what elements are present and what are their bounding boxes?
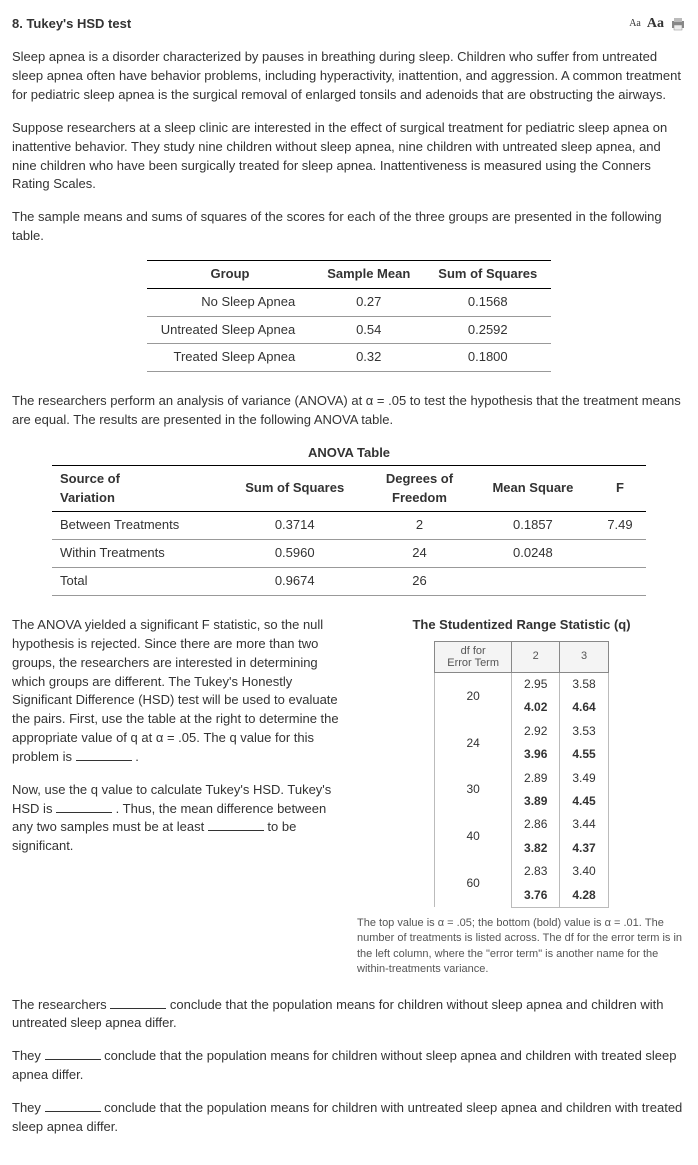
conclusion-2: They conclude that the population means … xyxy=(12,1047,686,1085)
t1-r2-g: Treated Sleep Apnea xyxy=(147,344,313,372)
av-r0-ms: 0.1857 xyxy=(472,512,594,540)
table-row: Between Treatments 0.3714 2 0.1857 7.49 xyxy=(52,512,646,540)
blank-min-diff[interactable] xyxy=(208,819,264,831)
anova-table: Source ofVariation Sum of Squares Degree… xyxy=(52,465,646,596)
conclusion-3: They conclude that the population means … xyxy=(12,1099,686,1137)
anova-head-f: F xyxy=(594,465,646,512)
table-row: Untreated Sleep Apnea 0.54 0.2592 xyxy=(147,316,552,344)
q-head-2: 2 xyxy=(512,641,560,672)
t1-r1-g: Untreated Sleep Apnea xyxy=(147,316,313,344)
font-size-large-button[interactable]: Aa xyxy=(647,14,664,34)
table-row: Treated Sleep Apnea 0.32 0.1800 xyxy=(147,344,552,372)
anova-title: ANOVA Table xyxy=(12,444,686,463)
right-column: The Studentized Range Statistic (q) df f… xyxy=(357,616,686,978)
font-size-small-button[interactable]: Aa xyxy=(629,17,641,32)
t1-r1-m: 0.54 xyxy=(313,316,424,344)
anova-table-wrap: Source ofVariation Sum of Squares Degree… xyxy=(52,465,646,596)
av-r0-ss: 0.3714 xyxy=(222,512,367,540)
t1-r0-ss: 0.1568 xyxy=(424,288,551,316)
table-row: 30 2.89 3.49 xyxy=(435,767,608,790)
blank-conclusion-2[interactable] xyxy=(45,1048,101,1060)
av-r2-ss: 0.9674 xyxy=(222,568,367,596)
table-row: 20 2.95 3.58 xyxy=(435,673,608,697)
group-table: Group Sample Mean Sum of Squares No Slee… xyxy=(147,260,552,372)
font-controls: Aa Aa xyxy=(629,14,686,34)
two-column-region: The ANOVA yielded a significant F statis… xyxy=(12,616,686,978)
anova-head-ms: Mean Square xyxy=(472,465,594,512)
page-title: 8. Tukey's HSD test xyxy=(12,15,629,34)
t1-head-group: Group xyxy=(147,260,313,288)
anova-head-src: Source ofVariation xyxy=(52,465,222,512)
t1-r2-m: 0.32 xyxy=(313,344,424,372)
table-row: Within Treatments 0.5960 24 0.0248 xyxy=(52,540,646,568)
av-r1-ms: 0.0248 xyxy=(472,540,594,568)
table-row: 40 2.86 3.44 xyxy=(435,813,608,836)
intro-paragraph-2: Suppose researchers at a sleep clinic ar… xyxy=(12,119,686,194)
q-table: df forError Term 2 3 20 2.95 3.58 4.02 4… xyxy=(434,641,608,908)
blank-conclusion-3[interactable] xyxy=(45,1100,101,1112)
q-table-title: The Studentized Range Statistic (q) xyxy=(357,616,686,635)
left-paragraph-1: The ANOVA yielded a significant F statis… xyxy=(12,616,341,767)
blank-conclusion-1[interactable] xyxy=(110,996,166,1008)
blank-q-value[interactable] xyxy=(76,749,132,761)
av-r0-df: 2 xyxy=(367,512,472,540)
q-head-3: 3 xyxy=(560,641,608,672)
table-row: Total 0.9674 26 xyxy=(52,568,646,596)
intro-paragraph-1: Sleep apnea is a disorder characterized … xyxy=(12,48,686,105)
av-r0-src: Between Treatments xyxy=(52,512,222,540)
t1-r1-ss: 0.2592 xyxy=(424,316,551,344)
av-r2-src: Total xyxy=(52,568,222,596)
av-r0-f: 7.49 xyxy=(594,512,646,540)
blank-hsd[interactable] xyxy=(56,800,112,812)
left-column: The ANOVA yielded a significant F statis… xyxy=(12,616,341,978)
t1-r0-m: 0.27 xyxy=(313,288,424,316)
t1-r2-ss: 0.1800 xyxy=(424,344,551,372)
table-row: 60 2.83 3.40 xyxy=(435,860,608,883)
left-paragraph-2: Now, use the q value to calculate Tukey'… xyxy=(12,781,341,856)
t1-head-mean: Sample Mean xyxy=(313,260,424,288)
group-table-wrap: Group Sample Mean Sum of Squares No Slee… xyxy=(12,260,686,372)
av-r2-ms xyxy=(472,568,594,596)
table-row: No Sleep Apnea 0.27 0.1568 xyxy=(147,288,552,316)
anova-head-ss: Sum of Squares xyxy=(222,465,367,512)
t1-r0-g: No Sleep Apnea xyxy=(147,288,313,316)
t1-head-ss: Sum of Squares xyxy=(424,260,551,288)
av-r1-ss: 0.5960 xyxy=(222,540,367,568)
av-r2-f xyxy=(594,568,646,596)
header-row: 8. Tukey's HSD test Aa Aa xyxy=(12,14,686,34)
print-icon[interactable] xyxy=(670,16,686,32)
mid-paragraph: The researchers perform an analysis of v… xyxy=(12,392,686,430)
intro-paragraph-3: The sample means and sums of squares of … xyxy=(12,208,686,246)
av-r1-src: Within Treatments xyxy=(52,540,222,568)
av-r1-f xyxy=(594,540,646,568)
av-r1-df: 24 xyxy=(367,540,472,568)
anova-head-df: Degrees ofFreedom xyxy=(367,465,472,512)
conclusion-1: The researchers conclude that the popula… xyxy=(12,996,686,1034)
table-row: 24 2.92 3.53 xyxy=(435,720,608,743)
q-table-note: The top value is α = .05; the bottom (bo… xyxy=(357,916,686,978)
q-head-df: df forError Term xyxy=(435,641,512,672)
av-r2-df: 26 xyxy=(367,568,472,596)
